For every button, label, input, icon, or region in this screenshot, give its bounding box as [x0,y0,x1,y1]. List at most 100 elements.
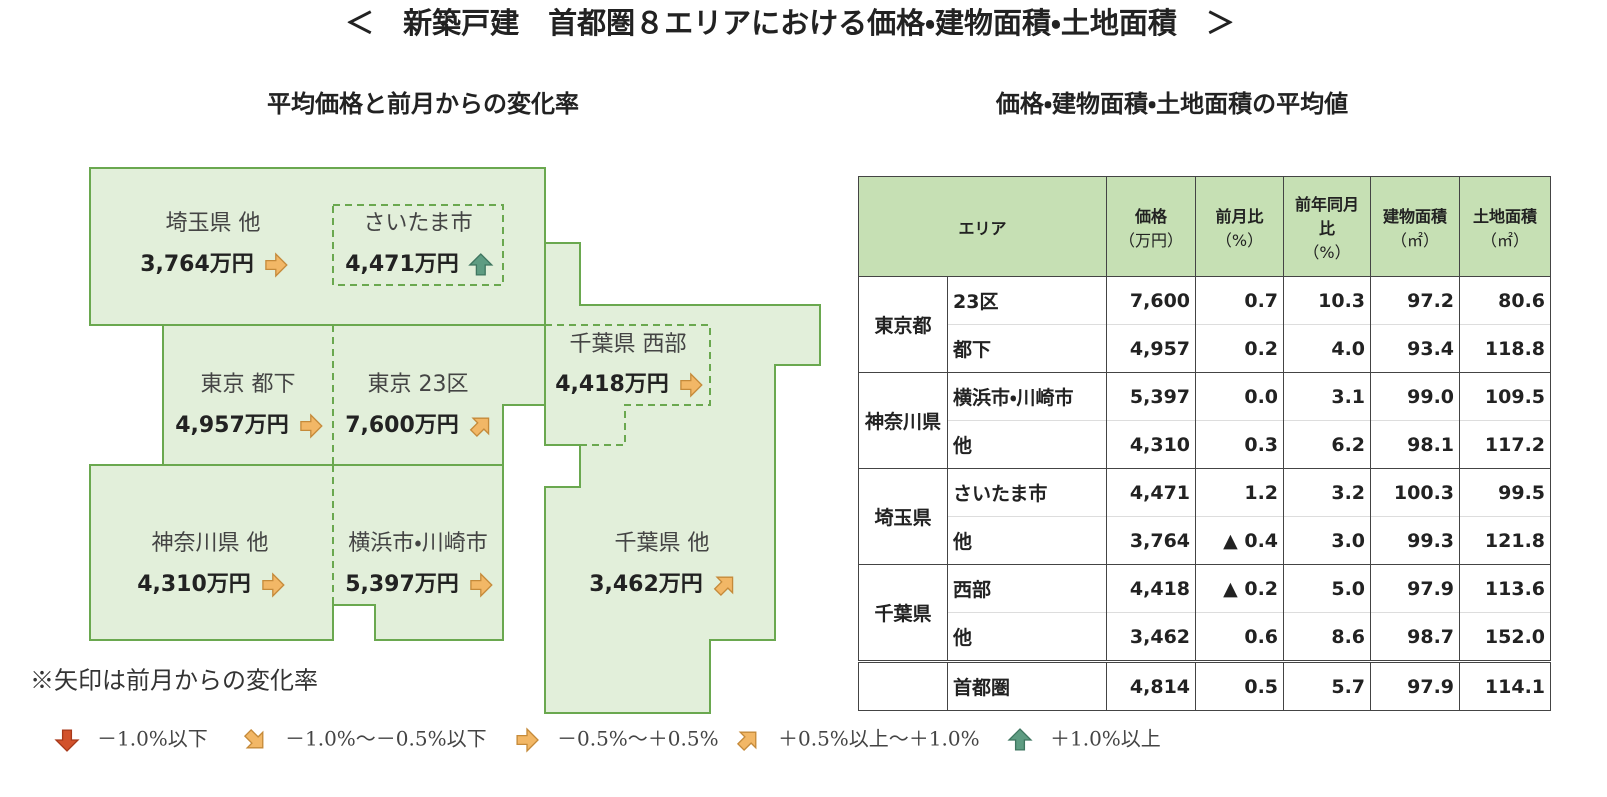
value-cell: 0.0 [1195,372,1285,421]
region-price: 4,471万円 [345,252,459,277]
header-cell: 前月比 （%） [1195,176,1285,277]
table-row: 他 3,462 0.6 8.6 98.7 152.0 [859,612,1552,662]
area-cell: 他 [946,420,1108,469]
area-cell: 23区 [946,276,1108,325]
value-cell: 99.5 [1459,468,1552,517]
region-name: 埼玉県 他 [166,211,261,236]
value-cell: 100.3 [1370,468,1461,517]
area-cell: 他 [946,612,1108,662]
value-cell: ▲ 0.2 [1195,564,1285,613]
value-cell: 118.8 [1459,324,1552,373]
table-row: 他 3,764 ▲ 0.4 3.0 99.3 121.8 [859,516,1552,565]
legend-label: －0.5%～＋0.5% [557,727,719,751]
value-cell: 3,764 [1106,516,1197,565]
value-cell: 0.3 [1195,420,1285,469]
arrow-icon [680,372,703,398]
value-cell: 5.0 [1283,564,1372,613]
value-cell: 121.8 [1459,516,1552,565]
header-name: 前月比 [1215,206,1264,226]
header-unit: （%） [1303,242,1351,262]
map-shapes [89,167,821,714]
value-cell: 4,471 [1106,468,1197,517]
value-cell: 5.7 [1283,660,1372,711]
arrow-icon [265,252,288,278]
legend-label: ＋1.0%以上 [1050,727,1161,751]
value-cell: 4.0 [1283,324,1372,373]
header-unit: （㎡） [1481,230,1530,250]
value-cell: 3.0 [1283,516,1372,565]
value-cell: 10.3 [1283,276,1372,325]
header-cell: 建物面積 （㎡） [1370,176,1461,277]
region-name: 東京 都下 [201,372,296,397]
value-cell: 4,310 [1106,420,1197,469]
header-unit: （万円） [1119,230,1184,250]
value-cell: 3,462 [1106,612,1197,662]
header-unit: （㎡） [1391,230,1440,250]
arrow-icon [300,413,323,439]
arrow-icon [243,728,264,749]
table-row: 都下 4,957 0.2 4.0 93.4 118.8 [859,324,1552,373]
header-name: 土地面積 [1473,206,1538,226]
region-price: 4,310万円 [137,572,251,597]
arrow-icon [713,576,734,597]
table-row: 埼玉県 さいたま市 4,471 1.2 3.2 100.3 99.5 [858,468,1552,565]
value-cell: 152.0 [1459,612,1552,662]
value-cell: 0.2 [1195,324,1285,373]
arrow-icon [736,731,757,752]
area-cell: 横浜市・川崎市 [946,372,1108,421]
header-cell: 価格 （万円） [1106,176,1197,277]
page-title: ＜ 新築戸建 首都圏８エリアにおける価格・建物面積・土地面積 ＞ [345,6,1235,40]
region-price: 4,957万円 [175,413,289,438]
table-title: 価格・建物面積・土地面積の平均値 [995,90,1348,118]
header-cell: 前年同月比 （%） [1283,176,1372,277]
total-row: 首都圏 4,814 0.5 5.7 97.9 114.1 [858,660,1552,711]
arrow-icon [469,417,490,438]
value-cell: 97.9 [1370,564,1461,613]
value-cell: 3.2 [1283,468,1372,517]
value-cell: 0.7 [1195,276,1285,325]
region-name: 千葉県 西部 [570,332,687,357]
arrow-icon [516,727,539,753]
saitama-city-border [332,204,504,286]
area-cell: 首都圏 [946,660,1108,711]
header-unit: （%） [1215,230,1264,250]
value-cell: 99.0 [1370,372,1461,421]
value-cell: 4,957 [1106,324,1197,373]
value-cell: 114.1 [1459,660,1552,711]
legend-label: ＋0.5%以上～＋1.0% [778,727,980,751]
table-row: 他 4,310 0.3 6.2 98.1 117.2 [859,420,1552,469]
value-cell: 113.6 [1459,564,1552,613]
header-name: 前年同月比 [1295,194,1360,238]
header-name: 価格 [1135,206,1168,226]
header-cell: エリア [857,176,1108,277]
region-price: 7,600万円 [345,413,459,438]
arrow-icon [470,572,493,598]
value-cell: 0.6 [1195,612,1285,662]
arrow-icon [1007,728,1033,751]
chiba-area [544,242,821,714]
value-cell: 1.2 [1195,468,1285,517]
value-cell: ▲ 0.4 [1195,516,1285,565]
value-cell: 0.5 [1195,660,1285,711]
data-table: エリア 価格 （万円） 前月比 （%） 前年同月比 （%） 建物面積 （㎡） 土地面積 （㎡） 東京都… [857,176,1552,711]
value-cell: 109.5 [1459,372,1552,421]
map-title: 平均価格と前月からの変化率 [267,90,579,118]
value-cell: 99.3 [1370,516,1461,565]
arrow-icon [54,729,80,752]
value-cell: 97.9 [1370,660,1461,711]
saitama-area [89,167,546,326]
value-cell: 93.4 [1370,324,1461,373]
value-cell: 5,397 [1106,372,1197,421]
region-name: 横浜市・川崎市 [348,531,487,556]
legend-label: －1.0%～－0.5%以下 [285,727,487,751]
value-cell: 98.7 [1370,612,1461,662]
group-cell: 東京都 [858,276,948,373]
value-cell: 80.6 [1459,276,1552,325]
chiba-west-border [545,324,711,446]
kanagawa-area [89,464,504,641]
region-name: 神奈川県 他 [152,531,269,556]
table-row: 千葉県 西部 4,418 ▲ 0.2 5.0 97.9 113.6 [858,564,1552,662]
